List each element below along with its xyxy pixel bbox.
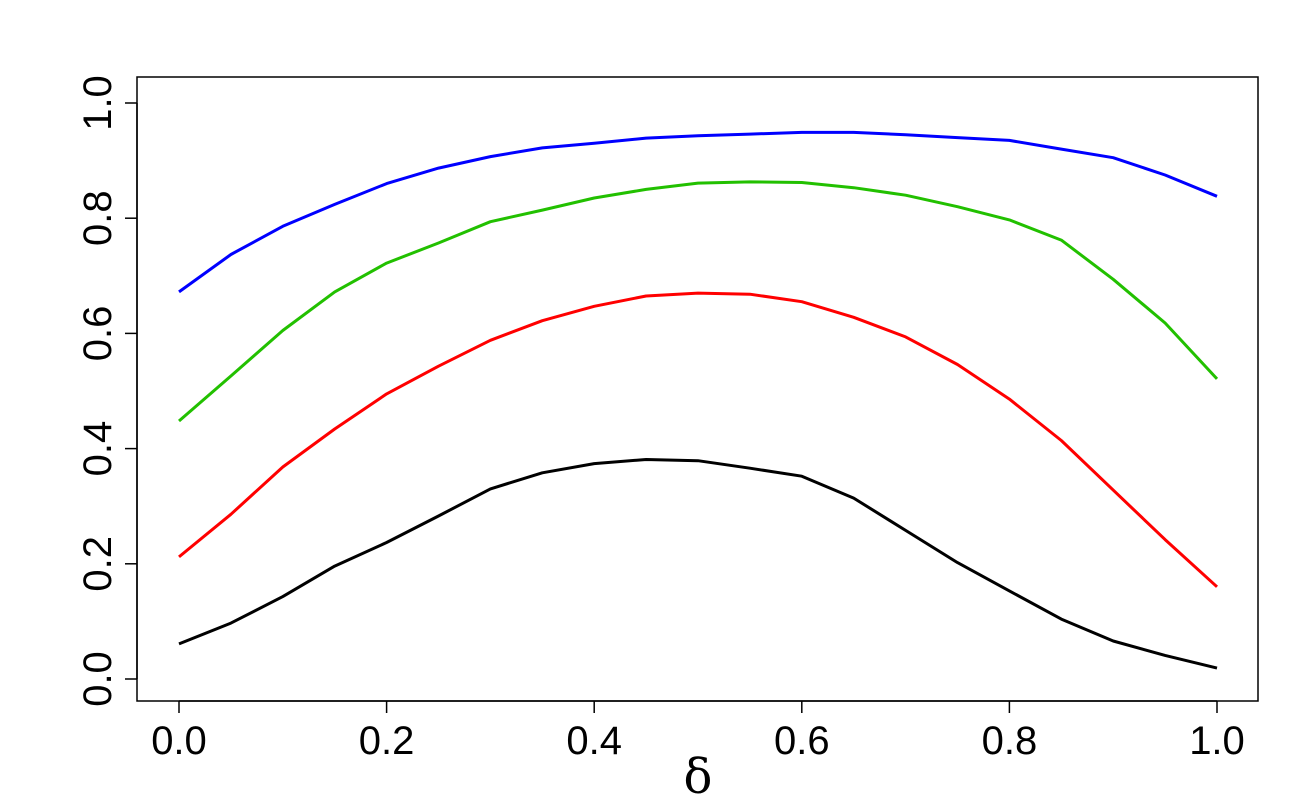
series-line-4 (178, 458, 1218, 670)
y-tick-label: 0.0 (76, 651, 120, 707)
y-tick-label: 0.6 (76, 306, 120, 362)
y-tick-label: 0.8 (76, 190, 120, 246)
x-tick-label: 0.0 (151, 719, 207, 763)
x-axis: 0.0 0.2 0.4 0.6 0.8 1.0 (151, 700, 1245, 763)
x-tick-label: 0.6 (774, 719, 830, 763)
y-tick-label: 0.2 (76, 536, 120, 592)
y-axis: 0.0 0.2 0.4 0.6 0.8 1.0 (76, 75, 138, 707)
series-line-3 (178, 291, 1219, 588)
series-line-2 (178, 180, 1219, 423)
y-tick-label: 0.4 (76, 421, 120, 477)
series-layer (178, 130, 1219, 670)
x-tick-label: 0.2 (359, 719, 415, 763)
series-line-1 (178, 130, 1218, 294)
x-axis-title: δ (684, 749, 713, 800)
plot-frame (136, 76, 1259, 702)
x-tick-label: 1.0 (1189, 719, 1245, 763)
y-tick-label: 1.0 (76, 75, 120, 131)
x-tick-label: 0.4 (566, 719, 622, 763)
x-tick-label: 0.8 (982, 719, 1038, 763)
